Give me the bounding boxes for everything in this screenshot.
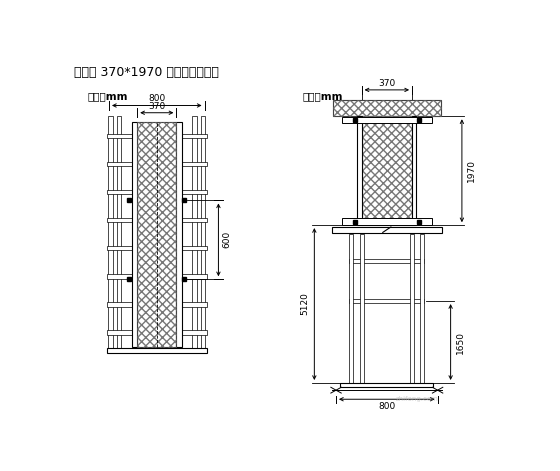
- Bar: [349, 234, 353, 383]
- Text: 1650: 1650: [456, 331, 465, 354]
- Text: 框架梁 370*1970 模板支架计算书: 框架梁 370*1970 模板支架计算书: [74, 65, 219, 79]
- Bar: [333, 100, 441, 116]
- Bar: [421, 234, 424, 383]
- Text: 370: 370: [148, 102, 165, 111]
- Bar: [107, 218, 132, 222]
- Bar: [362, 116, 412, 225]
- Bar: [181, 302, 207, 307]
- Bar: [333, 100, 441, 116]
- Text: 单位：mm: 单位：mm: [302, 91, 343, 101]
- Bar: [349, 300, 424, 303]
- Bar: [181, 134, 207, 138]
- Bar: [132, 122, 137, 347]
- Bar: [107, 162, 132, 166]
- Bar: [181, 246, 207, 251]
- Bar: [107, 190, 132, 194]
- Text: 单位：mm: 单位：mm: [87, 91, 128, 101]
- Bar: [193, 116, 197, 350]
- Bar: [137, 122, 176, 347]
- Bar: [176, 122, 181, 347]
- Bar: [107, 246, 132, 251]
- Bar: [362, 116, 412, 225]
- Text: zhifong.com: zhifong.com: [396, 396, 438, 402]
- Bar: [107, 134, 132, 138]
- Bar: [181, 274, 207, 278]
- Bar: [137, 122, 176, 347]
- Bar: [107, 302, 132, 307]
- Bar: [340, 383, 433, 387]
- Bar: [357, 116, 362, 225]
- Text: 800: 800: [148, 94, 165, 103]
- Text: 370: 370: [378, 79, 395, 88]
- Bar: [181, 331, 207, 335]
- Bar: [181, 162, 207, 166]
- Text: 5120: 5120: [300, 292, 309, 316]
- Bar: [332, 227, 442, 233]
- Bar: [107, 349, 207, 353]
- Bar: [412, 116, 416, 225]
- Bar: [349, 259, 424, 263]
- Bar: [360, 234, 363, 383]
- Bar: [181, 218, 207, 222]
- Bar: [108, 116, 113, 350]
- Bar: [107, 274, 132, 278]
- Text: 1970: 1970: [467, 159, 476, 182]
- Bar: [201, 116, 206, 350]
- Bar: [342, 218, 432, 225]
- Text: 600: 600: [223, 231, 232, 249]
- Bar: [342, 117, 432, 123]
- Bar: [107, 331, 132, 335]
- Bar: [117, 116, 121, 350]
- Bar: [181, 190, 207, 194]
- Text: 800: 800: [378, 402, 395, 411]
- Bar: [410, 234, 414, 383]
